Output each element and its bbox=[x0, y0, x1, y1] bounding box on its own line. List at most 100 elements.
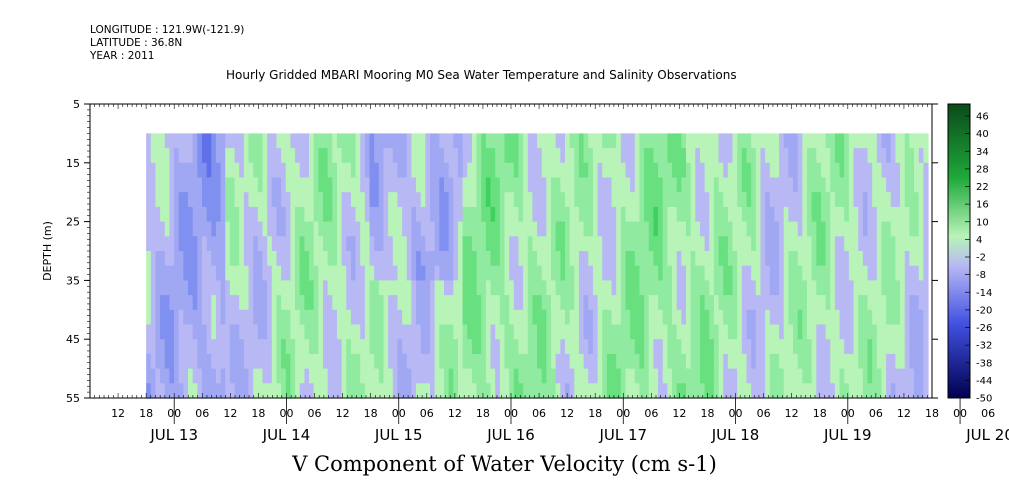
heat-cell bbox=[597, 251, 603, 267]
heat-cell bbox=[476, 192, 482, 208]
heat-cell bbox=[211, 162, 217, 179]
heat-cell bbox=[206, 236, 212, 252]
heat-cell bbox=[620, 368, 627, 384]
heat-cell bbox=[620, 162, 627, 179]
heat-cell bbox=[830, 162, 836, 179]
heat-cell bbox=[751, 251, 757, 267]
heat-cell bbox=[467, 295, 473, 311]
heat-cell bbox=[495, 295, 501, 311]
heat-cell bbox=[313, 324, 319, 340]
heat-cell bbox=[206, 206, 212, 223]
heat-cell bbox=[890, 133, 897, 149]
x-axis: 12 18 00 06 12 18 00 06 12 18 00 06 12 18 00 06 12 18 00 06… bbox=[89, 104, 1009, 444]
heat-cell bbox=[504, 177, 510, 193]
heat-cell bbox=[592, 383, 599, 399]
heat-cell bbox=[513, 236, 520, 252]
heat-cell bbox=[588, 162, 594, 179]
heat-cell bbox=[527, 324, 534, 340]
heat-cell bbox=[825, 251, 831, 267]
heat-cell bbox=[858, 295, 864, 311]
heat-cell bbox=[518, 353, 524, 370]
heat-cell bbox=[239, 206, 245, 223]
heat-cell bbox=[564, 353, 571, 370]
heat-cell bbox=[648, 148, 655, 164]
heat-cell bbox=[150, 177, 157, 193]
heat-cell bbox=[336, 133, 343, 149]
heat-cell bbox=[551, 324, 557, 340]
heat-cell bbox=[923, 206, 929, 223]
heat-cell bbox=[644, 221, 650, 237]
heat-cell bbox=[327, 324, 333, 340]
heat-cell bbox=[537, 177, 543, 193]
heat-cell bbox=[374, 148, 380, 164]
heat-cell bbox=[644, 383, 650, 399]
heat-cell bbox=[341, 280, 347, 296]
heat-cell bbox=[443, 383, 450, 399]
heat-cell bbox=[253, 339, 259, 355]
heat-cell bbox=[541, 206, 547, 223]
heat-cell bbox=[146, 133, 152, 149]
heat-cell bbox=[457, 177, 464, 193]
heat-cell bbox=[811, 251, 817, 267]
heat-cell bbox=[746, 192, 752, 208]
heat-cell bbox=[332, 309, 338, 326]
heat-cell bbox=[262, 192, 268, 208]
heat-cell bbox=[602, 133, 608, 149]
heat-cell bbox=[332, 353, 338, 370]
heat-cell bbox=[411, 339, 417, 355]
heat-cell bbox=[718, 265, 724, 281]
heat-cell bbox=[807, 192, 813, 208]
heat-cell bbox=[299, 162, 305, 179]
heat-cell bbox=[895, 368, 901, 384]
heat-cell bbox=[360, 280, 366, 296]
heat-cell bbox=[397, 339, 403, 355]
heat-cell bbox=[923, 221, 929, 237]
heat-cell bbox=[471, 221, 478, 237]
heat-cell bbox=[439, 251, 445, 267]
heat-cell bbox=[467, 324, 473, 340]
heat-cell bbox=[225, 353, 231, 370]
heat-cell bbox=[634, 295, 641, 311]
heat-cell bbox=[723, 221, 729, 237]
heat-cell bbox=[309, 148, 315, 164]
heat-cell bbox=[820, 309, 827, 326]
heat-cell bbox=[904, 324, 910, 340]
heat-cell bbox=[848, 148, 855, 164]
heat-cell bbox=[304, 162, 310, 179]
heat-cell bbox=[537, 383, 543, 399]
colorbar-label: -8 bbox=[976, 270, 986, 281]
heat-cell bbox=[741, 368, 748, 384]
heat-cell bbox=[611, 383, 617, 399]
heat-cell bbox=[546, 339, 552, 355]
heat-cell bbox=[402, 236, 408, 252]
heat-cell bbox=[341, 148, 347, 164]
heat-cell bbox=[462, 368, 468, 384]
heat-cell bbox=[267, 236, 273, 252]
heat-cell bbox=[890, 177, 897, 193]
heat-cell bbox=[369, 353, 375, 370]
heat-cell bbox=[350, 177, 357, 193]
heat-cell bbox=[890, 368, 897, 384]
heat-cell bbox=[760, 148, 766, 164]
heat-cell bbox=[318, 368, 324, 384]
heat-cell bbox=[346, 221, 352, 237]
heat-cell bbox=[713, 383, 720, 399]
heat-cell bbox=[639, 339, 645, 355]
heat-cell bbox=[327, 221, 333, 237]
heat-cell bbox=[672, 236, 678, 252]
heat-cell bbox=[504, 251, 510, 267]
heat-cell bbox=[662, 251, 668, 267]
heat-cell bbox=[723, 162, 729, 179]
heat-cell bbox=[862, 353, 869, 370]
heat-cell bbox=[606, 206, 613, 223]
heat-cell bbox=[886, 339, 892, 355]
heat-cell bbox=[183, 192, 189, 208]
heat-cell bbox=[532, 221, 538, 237]
heat-cell bbox=[146, 383, 152, 399]
heat-cell bbox=[732, 177, 738, 193]
heat-cell bbox=[909, 177, 915, 193]
heat-cell bbox=[295, 339, 301, 355]
heat-cell bbox=[918, 265, 924, 281]
heat-cell bbox=[523, 148, 529, 164]
heat-cell bbox=[406, 368, 413, 384]
